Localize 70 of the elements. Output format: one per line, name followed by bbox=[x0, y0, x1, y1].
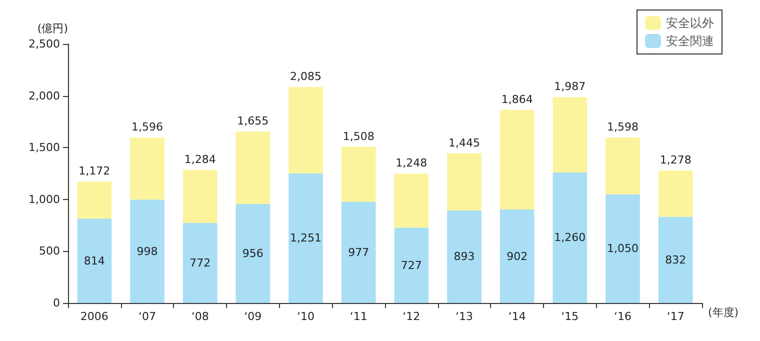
bar bbox=[447, 153, 482, 210]
total-label: 1,596 bbox=[132, 120, 163, 134]
x-tick-label: ‘10 bbox=[297, 310, 314, 323]
bar bbox=[288, 86, 323, 174]
total-label: 1,248 bbox=[396, 156, 428, 170]
data-label: 1,260 bbox=[554, 231, 586, 244]
x-tick-label: ‘09 bbox=[244, 310, 262, 323]
x-tick-label: ‘16 bbox=[614, 310, 632, 323]
y-tick-label: 2,500 bbox=[28, 38, 60, 50]
x-tick-label: 2006 bbox=[80, 310, 108, 323]
total-label: 1,987 bbox=[554, 80, 586, 94]
bar bbox=[658, 170, 693, 217]
data-label: 893 bbox=[454, 250, 475, 264]
data-label: 1,251 bbox=[290, 232, 322, 245]
bar bbox=[182, 170, 218, 224]
data-label: 1,050 bbox=[607, 242, 638, 256]
bar bbox=[552, 97, 588, 172]
y-tick-label: 1,500 bbox=[28, 141, 60, 154]
bar bbox=[658, 216, 693, 303]
data-label: 902 bbox=[506, 250, 528, 263]
x-tick-label: ‘07 bbox=[138, 310, 156, 323]
total-label: 1,445 bbox=[448, 136, 480, 150]
total-label: 1,598 bbox=[607, 120, 638, 134]
x-tick-label: ‘11 bbox=[350, 310, 368, 323]
bar bbox=[236, 132, 270, 204]
total-label: 1,284 bbox=[184, 152, 216, 166]
bar bbox=[447, 210, 482, 303]
bar bbox=[341, 202, 376, 303]
bar bbox=[606, 137, 640, 194]
y-tick-label: 500 bbox=[39, 244, 60, 258]
y-tick-label: 2,000 bbox=[28, 89, 60, 102]
bar bbox=[500, 210, 534, 303]
y-tick-label: 0 bbox=[53, 296, 60, 310]
total-label: 1,508 bbox=[342, 130, 374, 143]
x-tick-label: ‘08 bbox=[191, 310, 209, 323]
total-label: 1,864 bbox=[501, 92, 533, 106]
data-label: 956 bbox=[242, 246, 264, 260]
bar bbox=[130, 138, 164, 200]
bar bbox=[606, 194, 640, 303]
y-axis-title: (億円) bbox=[37, 22, 68, 35]
y-tick-label: 1,000 bbox=[28, 192, 60, 206]
total-label: 1,278 bbox=[660, 154, 692, 167]
data-label: 727 bbox=[400, 258, 422, 272]
bar bbox=[394, 174, 429, 228]
bar bbox=[394, 228, 429, 303]
bar bbox=[552, 172, 588, 303]
x-tick-label: ‘14 bbox=[508, 310, 526, 323]
data-label: 998 bbox=[136, 244, 158, 258]
bar bbox=[77, 182, 112, 219]
total-label: 1,172 bbox=[78, 164, 110, 178]
x-tick-label: ‘12 bbox=[402, 310, 420, 323]
legend-label: 安全以外 bbox=[666, 16, 714, 30]
total-label: 1,655 bbox=[237, 114, 269, 128]
bar bbox=[77, 218, 112, 303]
data-label: 977 bbox=[348, 246, 370, 259]
x-tick-label: ‘13 bbox=[456, 310, 473, 323]
bar bbox=[236, 204, 270, 303]
bar bbox=[130, 200, 164, 303]
bar bbox=[341, 146, 376, 202]
data-label: 832 bbox=[665, 253, 686, 266]
x-tick-label: ‘17 bbox=[666, 310, 684, 323]
legend-label: 安全関連 bbox=[666, 34, 714, 48]
bar bbox=[288, 173, 323, 303]
data-label: 772 bbox=[190, 256, 211, 270]
data-label: 814 bbox=[84, 254, 105, 268]
x-tick-label: ‘15 bbox=[561, 310, 579, 323]
bar bbox=[500, 110, 534, 210]
x-axis-title: (年度) bbox=[708, 306, 739, 319]
bar bbox=[182, 223, 218, 303]
total-label: 2,085 bbox=[290, 70, 322, 83]
